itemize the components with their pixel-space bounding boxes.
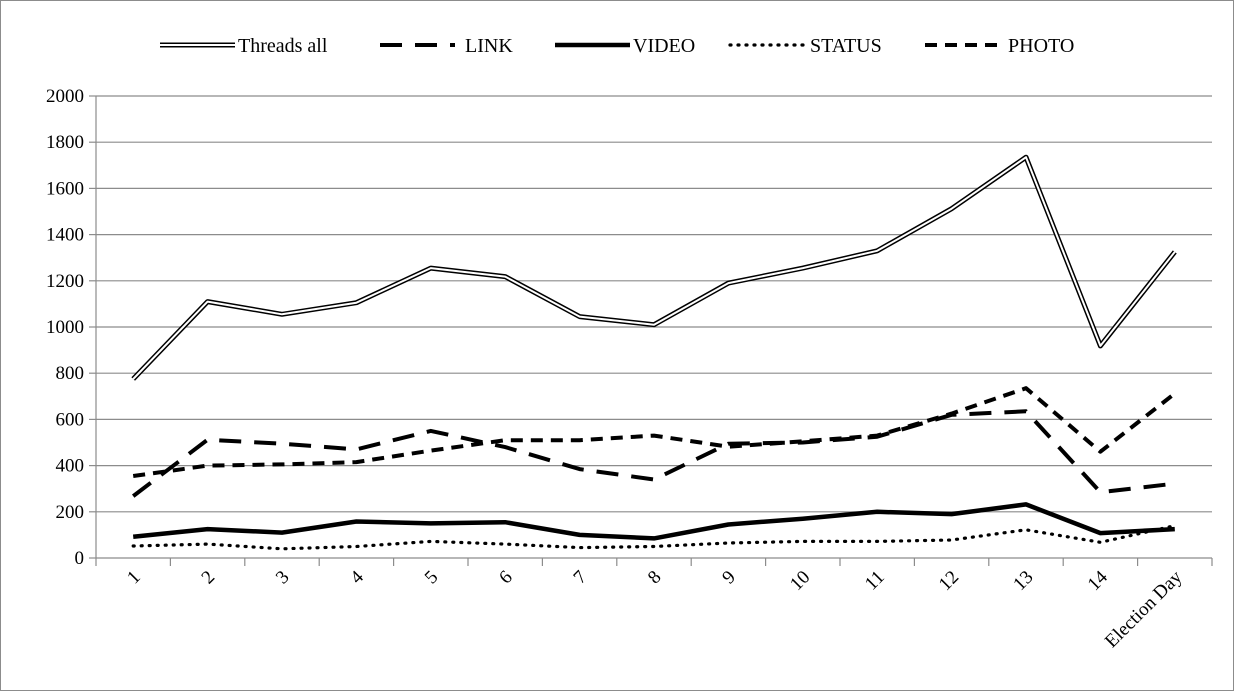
x-tick-label: Election Day <box>1101 566 1187 652</box>
legend-label: STATUS <box>810 35 882 57</box>
x-tick-label: 5 <box>421 567 443 589</box>
x-tick-label: 1 <box>123 567 145 589</box>
y-tick-label: 0 <box>75 548 85 569</box>
x-tick-label: 14 <box>1084 566 1113 595</box>
legend: Threads all LINK VIDEO STATUS PHOTO <box>160 35 1074 57</box>
legend-label: VIDEO <box>633 35 695 57</box>
series-lines <box>131 154 1177 551</box>
y-axis-ticks: 0 200 400 600 800 1000 1200 1400 1600 1800 2000 <box>46 86 96 569</box>
legend-item-link: LINK <box>380 35 513 57</box>
x-tick-label: 13 <box>1009 567 1037 595</box>
x-tick-label: 3 <box>272 567 294 589</box>
series-line-inner <box>132 156 1176 380</box>
y-tick-label: 800 <box>56 363 85 384</box>
y-tick-label: 1600 <box>46 178 84 199</box>
legend-label: Threads all <box>238 35 328 57</box>
legend-label: PHOTO <box>1008 35 1074 57</box>
gridlines <box>96 95 1212 513</box>
x-tick-label: 12 <box>935 567 963 595</box>
x-tick-label: 6 <box>495 567 517 589</box>
y-tick-label: 1200 <box>46 271 84 292</box>
x-tick-label: 7 <box>570 567 592 589</box>
y-tick-label: 1400 <box>46 225 84 246</box>
y-tick-label: 1000 <box>46 317 84 338</box>
series-line-status <box>131 524 1177 551</box>
y-tick-label: 2000 <box>46 86 84 107</box>
y-tick-label: 600 <box>56 409 85 430</box>
series-line-link <box>131 409 1176 498</box>
x-tick-label: 11 <box>861 567 889 595</box>
x-tick-label: 8 <box>644 567 666 589</box>
y-tick-label: 400 <box>56 456 85 477</box>
y-tick-label: 1800 <box>46 132 84 153</box>
series-line-video <box>132 502 1175 541</box>
x-tick-label: 10 <box>786 567 814 595</box>
legend-item-status: STATUS <box>728 35 882 57</box>
series-line-threads-all <box>131 154 1177 381</box>
x-tick-label: 2 <box>198 567 220 589</box>
x-tick-label: 9 <box>718 567 740 589</box>
series-line-photo <box>132 386 1177 478</box>
series-line-outer <box>131 154 1177 381</box>
y-tick-label: 200 <box>56 502 85 523</box>
x-tick-label: 4 <box>346 566 368 588</box>
legend-item-threads-all: Threads all <box>160 35 328 57</box>
legend-item-video: VIDEO <box>555 35 695 57</box>
legend-label: LINK <box>465 35 513 57</box>
legend-item-photo: PHOTO <box>925 35 1074 57</box>
